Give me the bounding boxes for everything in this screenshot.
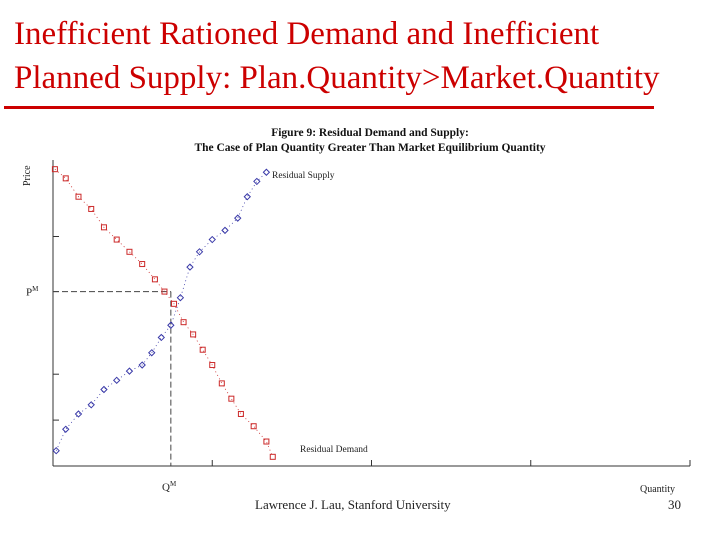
residual-demand-point-0 — [51, 166, 58, 173]
title-underline — [4, 106, 654, 109]
residual-demand-point-10 — [171, 300, 178, 307]
residual-demand-point-11 — [180, 319, 187, 326]
residual-supply-point-9 — [157, 333, 165, 342]
quantity-market-marker: QM — [162, 480, 177, 494]
axes — [52, 160, 691, 467]
residual-demand-point-20 — [269, 453, 276, 460]
residual-supply-point-10 — [167, 321, 175, 329]
residual-demand-point-16 — [228, 395, 235, 402]
residual-demand-point-1 — [62, 175, 69, 182]
x-axis-label: Quantity — [640, 484, 675, 495]
residual-supply-point-16 — [234, 214, 242, 222]
residual-demand-point-8 — [151, 276, 158, 283]
figure-caption: Figure 9: Residual Demand and Supply: Th… — [90, 126, 650, 156]
residual-supply-point-2 — [74, 410, 83, 418]
residual-demand-series — [51, 166, 276, 460]
residual-demand-line — [54, 168, 274, 457]
residual-supply-point-3 — [87, 401, 95, 409]
residual-supply-point-12 — [186, 263, 194, 271]
page-number: 30 — [668, 497, 681, 512]
residual-supply-point-1 — [62, 425, 70, 433]
footer-credit: Lawrence J. Lau, Stanford University — [255, 497, 451, 512]
figure-caption-line-1: Figure 9: Residual Demand and Supply: — [271, 127, 469, 139]
residual-demand-point-17 — [237, 410, 244, 417]
residual-demand-point-7 — [139, 261, 146, 268]
slide-title: Inefficient Rationed Demand and Ineffici… — [14, 12, 714, 100]
residual-demand-point-15 — [218, 380, 225, 387]
residual-supply-point-18 — [253, 177, 261, 186]
residual-supply-line — [55, 171, 267, 451]
residual-supply-point-0 — [52, 446, 60, 455]
residual-demand-point-13 — [199, 346, 206, 353]
residual-demand-point-14 — [209, 362, 216, 369]
residual-supply-point-5 — [112, 376, 121, 385]
residual-demand-point-9 — [161, 288, 168, 295]
residual-supply-point-6 — [125, 367, 134, 375]
residual-demand-label: Residual Demand — [300, 445, 368, 455]
residual-supply-point-4 — [100, 385, 108, 394]
residual-supply-label: Residual Supply — [272, 171, 335, 181]
residual-demand-point-6 — [126, 248, 133, 255]
title-line-1: Inefficient Rationed Demand and Ineffici… — [14, 16, 600, 52]
residual-demand-point-4 — [100, 224, 107, 231]
residual-demand-point-12 — [190, 331, 197, 338]
residual-supply-point-13 — [195, 248, 204, 256]
residual-supply-point-19 — [262, 168, 271, 176]
residual-supply-point-8 — [148, 349, 156, 357]
residual-demand-point-19 — [263, 438, 270, 445]
title-line-2: Planned Supply: Plan.Quantity>Market.Qua… — [14, 60, 660, 96]
residual-demand-point-5 — [113, 236, 120, 243]
residual-supply-point-14 — [208, 235, 216, 244]
y-axis-label: Price — [22, 165, 33, 186]
residual-supply-point-15 — [221, 226, 229, 235]
residual-supply-point-17 — [243, 193, 251, 201]
residual-supply-series — [52, 168, 271, 455]
residual-demand-point-18 — [250, 423, 257, 430]
residual-supply-point-11 — [176, 293, 185, 302]
residual-demand-point-2 — [75, 193, 82, 200]
price-market-marker: PM — [26, 285, 39, 299]
figure-caption-line-2: The Case of Plan Quantity Greater Than M… — [194, 142, 546, 154]
residual-demand-point-3 — [88, 205, 95, 212]
residual-supply-point-7 — [138, 361, 146, 369]
